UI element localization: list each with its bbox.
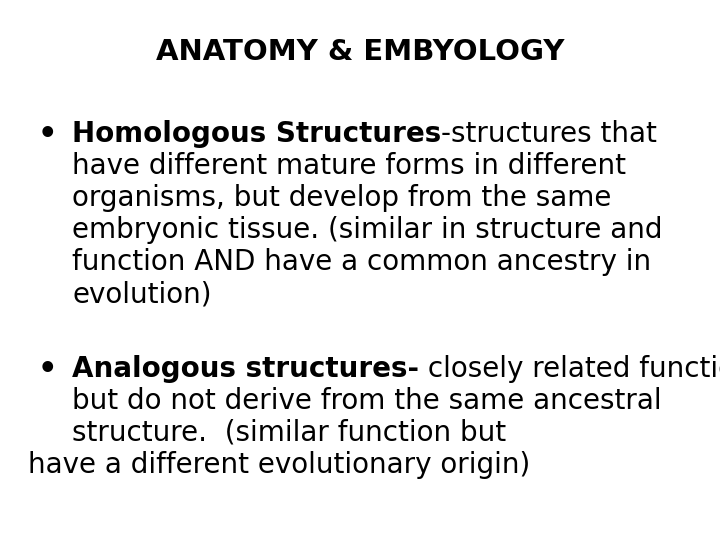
Text: Analogous structures-: Analogous structures- xyxy=(72,355,419,383)
Text: but do not derive from the same ancestral: but do not derive from the same ancestra… xyxy=(72,387,662,415)
Text: evolution): evolution) xyxy=(72,280,212,308)
Text: organisms, but develop from the same: organisms, but develop from the same xyxy=(72,184,611,212)
Text: Homologous Structures: Homologous Structures xyxy=(72,120,441,148)
Text: closely related function: closely related function xyxy=(419,355,720,383)
Text: have a different evolutionary origin): have a different evolutionary origin) xyxy=(28,451,530,479)
Text: structure.  (similar function but: structure. (similar function but xyxy=(72,419,506,447)
Text: embryonic tissue. (similar in structure and: embryonic tissue. (similar in structure … xyxy=(72,216,662,244)
Text: ANATOMY & EMBYOLOGY: ANATOMY & EMBYOLOGY xyxy=(156,38,564,66)
Text: have different mature forms in different: have different mature forms in different xyxy=(72,152,626,180)
Text: •: • xyxy=(38,355,58,384)
Text: -structures that: -structures that xyxy=(441,120,657,148)
Text: function AND have a common ancestry in: function AND have a common ancestry in xyxy=(72,248,651,276)
Text: •: • xyxy=(38,120,58,149)
